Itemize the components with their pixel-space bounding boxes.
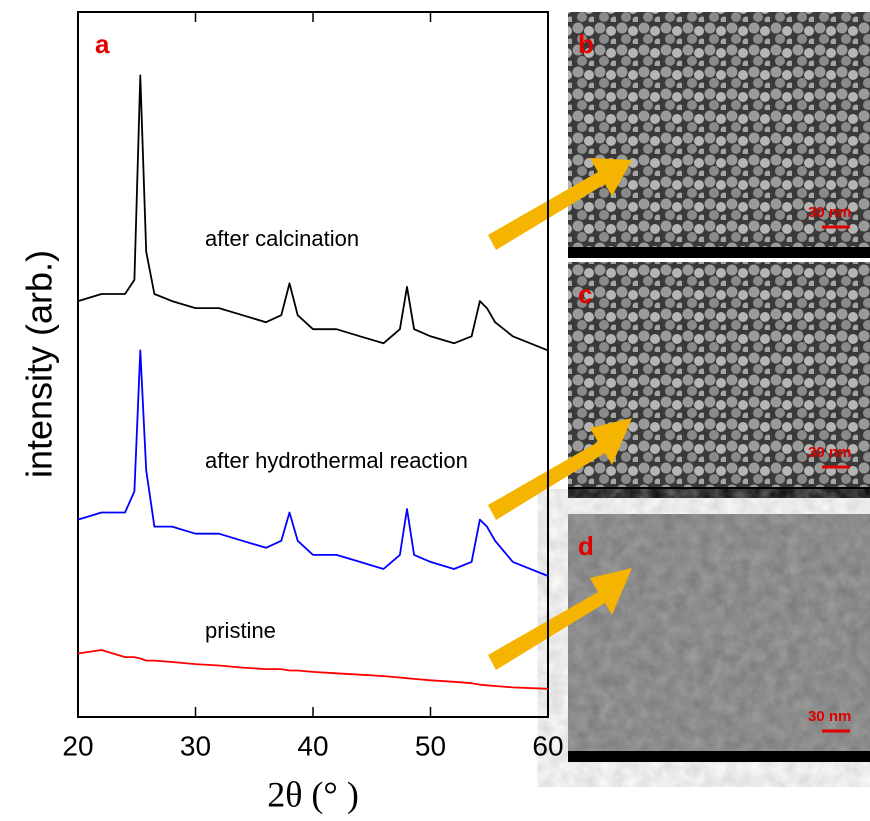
sem-images (568, 12, 870, 762)
arrow (488, 418, 632, 520)
x-axis-label: 2θ (° ) (267, 774, 359, 814)
data-line (77, 74, 549, 352)
scale-label: 30 nm (808, 444, 851, 461)
info-bar (568, 487, 870, 498)
arrow (488, 158, 632, 250)
data-line (77, 349, 549, 577)
panel-label: c (578, 279, 592, 309)
data-line (77, 649, 549, 690)
scale-label: 30 nm (808, 204, 851, 221)
series-label: after hydrothermal reaction (205, 448, 468, 473)
info-bar (568, 247, 870, 258)
series-label: pristine (205, 618, 276, 643)
x-tick-label: 30 (180, 730, 211, 761)
arrows (488, 158, 632, 670)
sem-image (568, 262, 870, 498)
panel-label: d (578, 531, 594, 561)
plot-frame (77, 11, 549, 718)
sem-texture (568, 514, 870, 762)
arrow (488, 568, 632, 670)
x-tick-label: 60 (532, 730, 563, 761)
x-tick-label: 40 (297, 730, 328, 761)
info-bar (568, 751, 870, 762)
x-tick-label: 50 (415, 730, 446, 761)
scale-label: 30 nm (808, 708, 851, 725)
panel-label: b (578, 29, 594, 59)
x-tick-label: 20 (62, 730, 93, 761)
series-label: after calcination (205, 226, 359, 251)
y-axis-label: intensity (arb.) (19, 250, 60, 478)
sem-image (568, 12, 870, 258)
panel-label: a (95, 29, 110, 59)
